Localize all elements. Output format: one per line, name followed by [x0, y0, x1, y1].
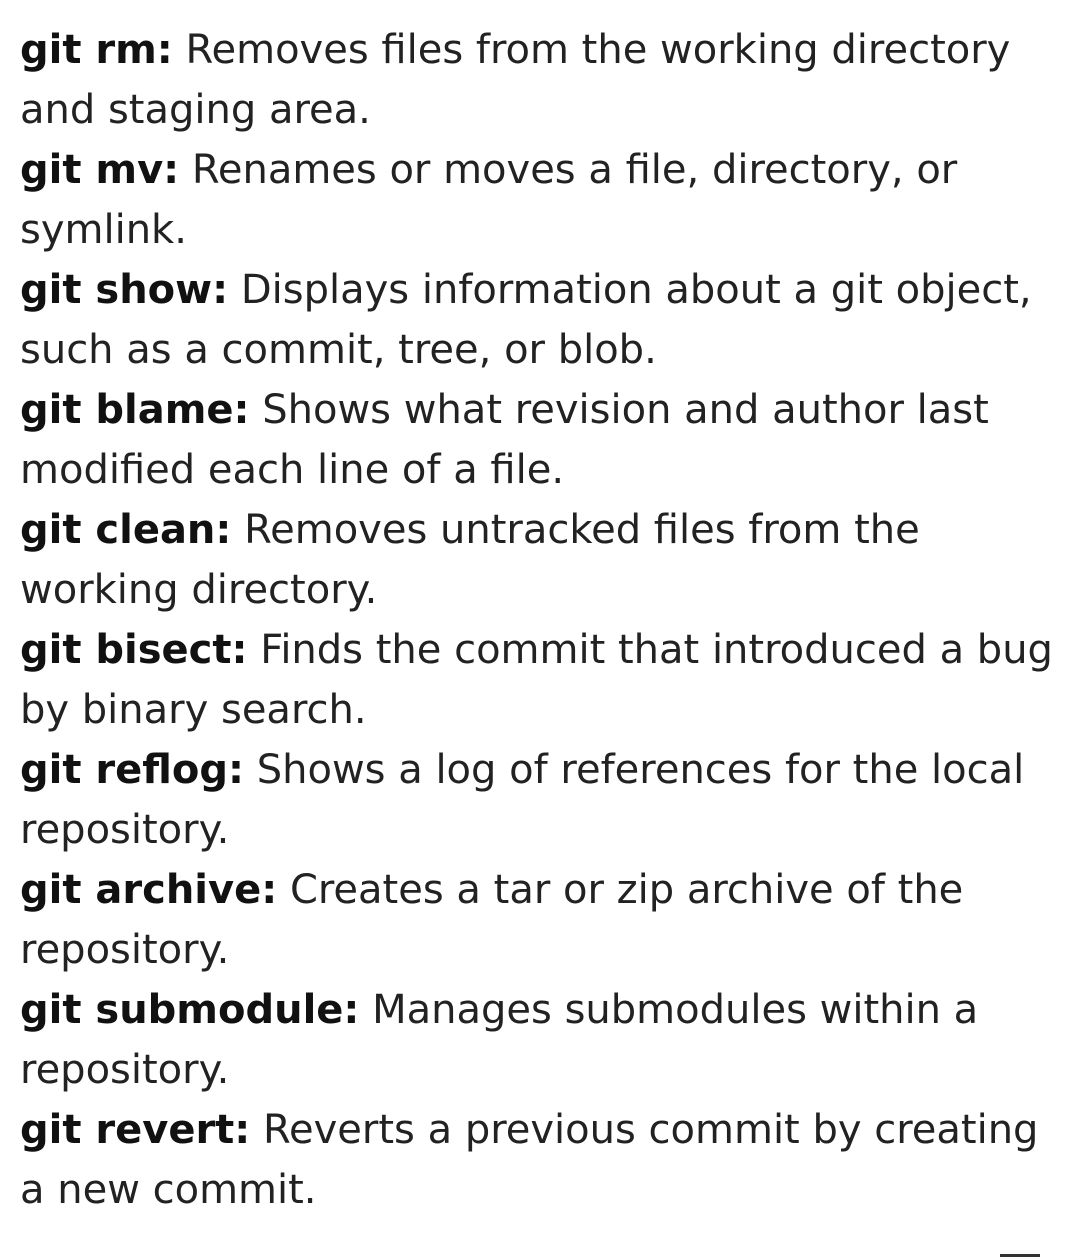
entry-git-mv: git mv: Renames or moves a file, directo…: [20, 140, 1060, 260]
command-description: Creates a tar or zip archive of the repo…: [20, 867, 964, 973]
entry-git-rm: git rm: Removes files from the working d…: [20, 20, 1060, 140]
command-name: git blame:: [20, 387, 250, 433]
command-description: Shows what revision and author last modi…: [20, 387, 989, 493]
command-name: git bisect:: [20, 627, 248, 673]
command-description: Manages submodules within a repository.: [20, 987, 979, 1093]
command-description: Finds the commit that introduced a bug b…: [20, 627, 1053, 733]
git-commands-list: git rm: Removes files from the working d…: [20, 20, 1060, 1220]
entry-git-revert: git revert: Reverts a previous commit by…: [20, 1100, 1060, 1220]
command-name: git submodule:: [20, 987, 360, 1033]
entry-git-show: git show: Displays information about a g…: [20, 260, 1060, 380]
entry-git-blame: git blame: Shows what revision and autho…: [20, 380, 1060, 500]
entry-git-archive: git archive: Creates a tar or zip archiv…: [20, 860, 1060, 980]
command-description: Displays information about a git object,…: [20, 267, 1032, 373]
command-name: git clean:: [20, 507, 232, 553]
command-name: git revert:: [20, 1107, 251, 1153]
command-description: Removes untracked files from the working…: [20, 507, 920, 613]
corner-divider: [1000, 1254, 1040, 1257]
command-description: Removes files from the working directory…: [20, 27, 1011, 133]
command-name: git archive:: [20, 867, 278, 913]
entry-git-clean: git clean: Removes untracked files from …: [20, 500, 1060, 620]
entry-git-reflog: git reflog: Shows a log of references fo…: [20, 740, 1060, 860]
command-name: git mv:: [20, 147, 180, 193]
entry-git-submodule: git submodule: Manages submodules within…: [20, 980, 1060, 1100]
entry-git-bisect: git bisect: Finds the commit that introd…: [20, 620, 1060, 740]
command-description: Reverts a previous commit by creating a …: [20, 1107, 1039, 1213]
command-name: git reflog:: [20, 747, 245, 793]
command-name: git show:: [20, 267, 229, 313]
command-name: git rm:: [20, 27, 173, 73]
command-description: Renames or moves a file, directory, or s…: [20, 147, 958, 253]
command-description: Shows a log of references for the local …: [20, 747, 1025, 853]
